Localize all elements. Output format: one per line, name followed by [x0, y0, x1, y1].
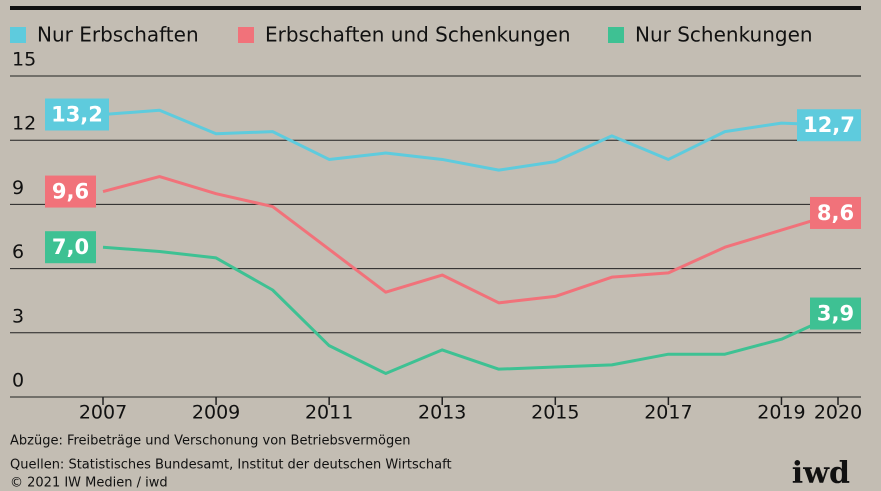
value-label: 8,6	[817, 201, 854, 225]
top-rule	[10, 6, 861, 10]
legend-swatch	[10, 27, 26, 43]
x-tick-label: 2009	[192, 402, 240, 424]
x-tick-label: 2011	[305, 402, 353, 424]
value-label-box	[45, 175, 96, 208]
x-tick-label: 2013	[418, 402, 466, 424]
value-label-box	[810, 196, 861, 229]
y-tick-label: 12	[12, 113, 36, 135]
legend-swatch	[238, 27, 254, 43]
value-label-box	[45, 98, 109, 131]
legend-label: Nur Erbschaften	[37, 23, 199, 47]
value-label-box	[45, 231, 96, 264]
value-label: 12,7	[803, 113, 855, 137]
x-tick-label: 2007	[79, 402, 127, 424]
legend-label: Erbschaften und Schenkungen	[265, 23, 571, 47]
value-label: 3,9	[817, 302, 854, 326]
note: Abzüge: Freibeträge und Verschonung von …	[10, 434, 410, 449]
value-label: 9,6	[52, 180, 89, 204]
x-tick-label: 2019	[757, 402, 805, 424]
y-tick-label: 0	[12, 370, 24, 392]
x-tick-label: 2020	[814, 402, 862, 424]
logo: iwd	[792, 456, 850, 491]
value-label: 7,0	[52, 235, 89, 259]
y-tick-label: 15	[12, 49, 36, 71]
value-label-box	[797, 109, 861, 142]
series-line	[102, 245, 839, 375]
series-line	[102, 175, 839, 305]
note: Quellen: Statistisches Bundesamt, Instit…	[10, 458, 452, 473]
y-tick-label: 3	[12, 305, 24, 327]
value-label-box	[810, 297, 861, 330]
legend-swatch	[608, 27, 624, 43]
series-line	[102, 108, 839, 172]
value-label: 13,2	[51, 103, 103, 127]
note: © 2021 IW Medien / iwd	[10, 476, 168, 491]
x-tick-label: 2015	[531, 402, 579, 424]
y-tick-label: 6	[12, 241, 24, 263]
y-tick-label: 9	[12, 177, 24, 199]
x-tick-label: 2017	[644, 402, 692, 424]
legend-label: Nur Schenkungen	[635, 23, 813, 47]
